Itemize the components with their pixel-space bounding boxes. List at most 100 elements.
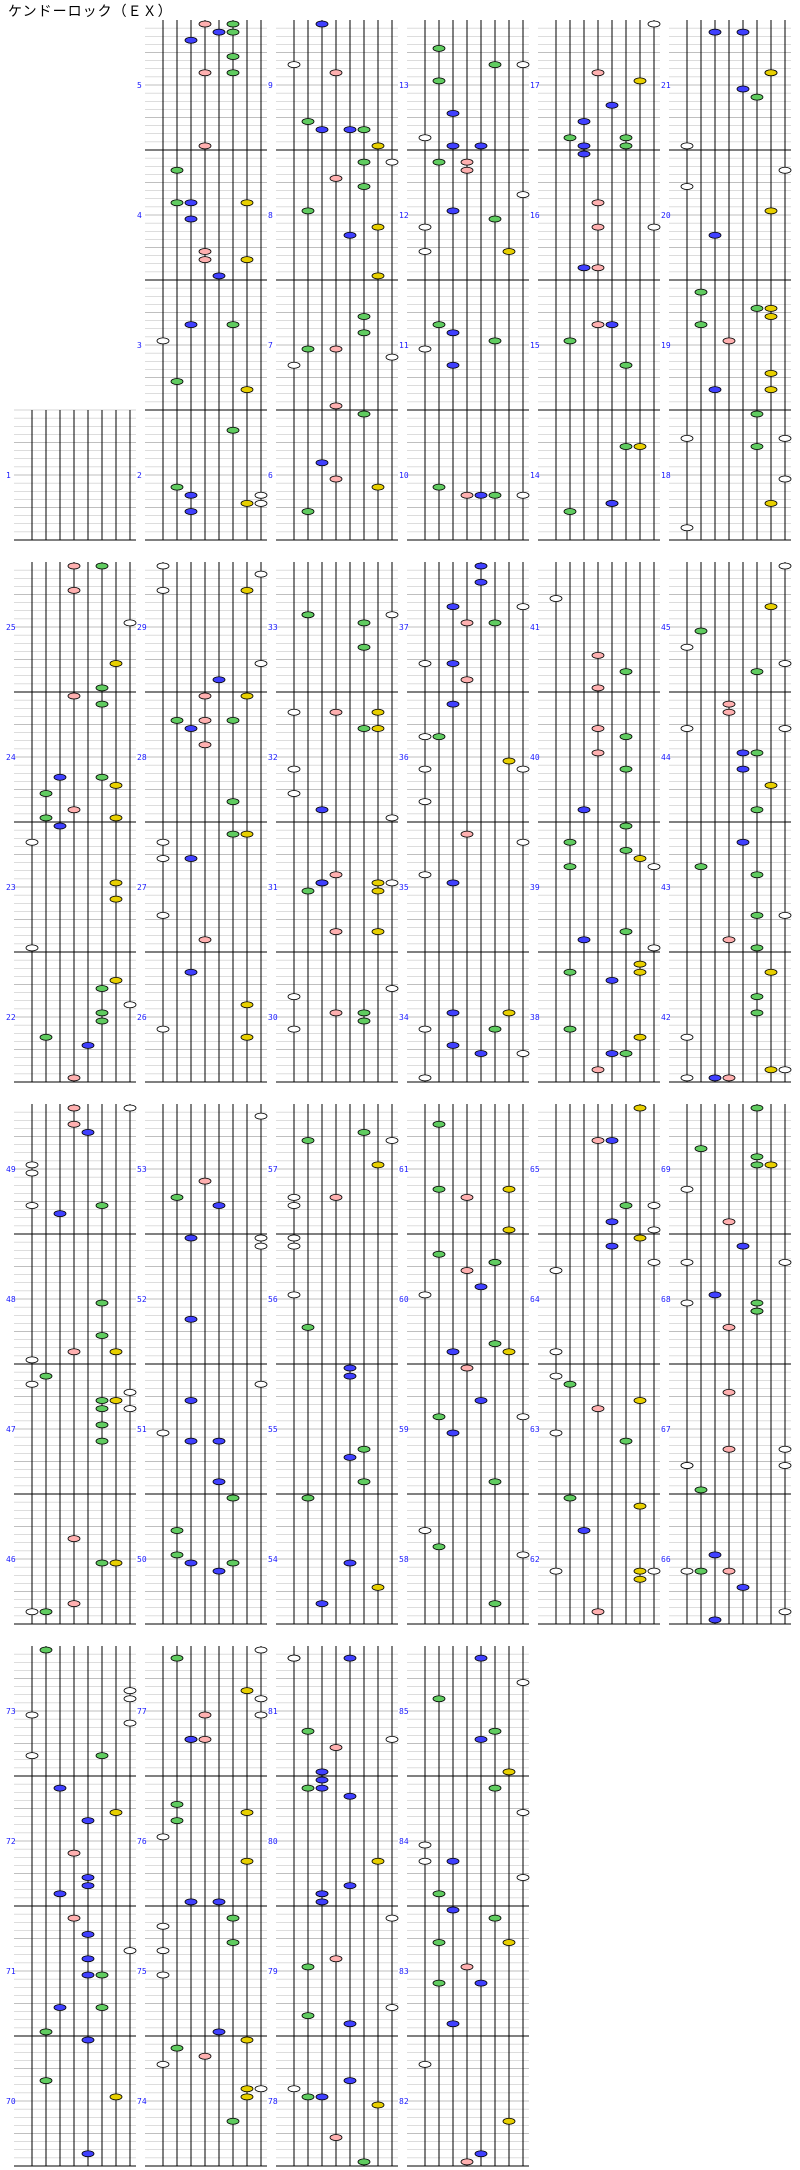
note-white (123, 619, 137, 627)
note-blue (736, 85, 750, 93)
note-green (170, 483, 184, 491)
note-white (418, 660, 432, 667)
measure-57: 57 (268, 1104, 399, 1235)
note-blue (446, 879, 460, 887)
note-white (418, 1841, 432, 1849)
note-green (301, 1494, 315, 1502)
note-green (39, 814, 53, 822)
note-red (591, 1066, 605, 1074)
note-green (226, 69, 240, 77)
note-blue (577, 936, 591, 944)
note-green (488, 1258, 502, 1266)
note-green (301, 1727, 315, 1735)
note-white (516, 191, 530, 199)
note-green (619, 142, 633, 150)
measure-61: 61 (399, 1104, 529, 1235)
note-white (680, 434, 694, 442)
note-blue (212, 1567, 226, 1575)
note-white (25, 1169, 39, 1177)
note-green (226, 53, 240, 60)
note-green (750, 1307, 764, 1315)
measure-51: 51 (137, 1364, 268, 1495)
note-green (488, 61, 502, 69)
measure-45: 45 (661, 562, 792, 693)
note-blue (315, 1890, 329, 1898)
note-blue (605, 499, 619, 507)
measure-number: 33 (268, 623, 278, 632)
note-blue (446, 660, 460, 667)
note-white (778, 1608, 792, 1616)
note-blue (343, 1364, 357, 1372)
note-red (67, 1104, 81, 1112)
note-white (418, 1291, 432, 1299)
note-red (329, 708, 343, 716)
note-red (198, 20, 212, 28)
note-red (198, 256, 212, 264)
note-red (722, 708, 736, 716)
measure-number: 17 (530, 81, 540, 90)
measure-17: 17 (530, 20, 661, 151)
note-yellow (764, 781, 778, 789)
measure-49: 49 (6, 1104, 137, 1235)
note-white (254, 660, 268, 667)
note-red (67, 806, 81, 814)
measure-number: 19 (661, 341, 671, 350)
note-blue (53, 822, 67, 830)
note-blue (577, 806, 591, 814)
note-blue (446, 1041, 460, 1049)
note-white (254, 1242, 268, 1250)
note-white (25, 944, 39, 952)
note-green (750, 1153, 764, 1161)
note-yellow (109, 1348, 123, 1356)
note-blue (605, 1218, 619, 1226)
note-green (488, 1600, 502, 1608)
note-red (329, 174, 343, 182)
note-white (778, 725, 792, 732)
note-yellow (371, 2101, 385, 2109)
note-blue (474, 2150, 488, 2158)
measure-number: 78 (268, 2097, 278, 2106)
note-yellow (109, 1809, 123, 1816)
measure-number: 5 (137, 81, 142, 90)
note-green (95, 1332, 109, 1339)
measure-number: 38 (530, 1013, 540, 1022)
note-white (418, 134, 432, 142)
note-red (722, 1218, 736, 1226)
note-blue (184, 321, 198, 329)
note-blue (81, 1971, 95, 1979)
measure-1: 1 (6, 409, 136, 541)
note-white (516, 61, 530, 69)
note-blue (315, 459, 329, 467)
measure-number: 27 (137, 883, 147, 892)
note-yellow (109, 781, 123, 789)
measure-23: 23 (6, 822, 136, 953)
note-red (460, 830, 474, 838)
note-blue (474, 562, 488, 570)
note-white (287, 1025, 301, 1033)
note-green (488, 491, 502, 499)
note-white (123, 1947, 137, 1955)
note-white (123, 1695, 137, 1703)
note-green (357, 313, 371, 320)
note-green (619, 443, 633, 450)
note-yellow (240, 1809, 254, 1816)
note-yellow (633, 1575, 647, 1583)
measure-number: 20 (661, 211, 671, 220)
note-yellow (764, 603, 778, 611)
note-yellow (109, 814, 123, 822)
note-yellow (240, 1033, 254, 1041)
measure-number: 80 (268, 1837, 278, 1846)
note-blue (184, 1437, 198, 1445)
measure-34: 34 (399, 952, 530, 1083)
note-white (778, 911, 792, 919)
note-white (647, 863, 661, 871)
note-green (357, 1128, 371, 1136)
note-white (647, 1567, 661, 1575)
note-blue (184, 855, 198, 862)
measure-60: 60 (399, 1234, 529, 1365)
note-yellow (240, 199, 254, 207)
note-green (357, 126, 371, 134)
note-blue (184, 36, 198, 44)
note-red (329, 345, 343, 353)
measure-number: 85 (399, 1707, 409, 1716)
